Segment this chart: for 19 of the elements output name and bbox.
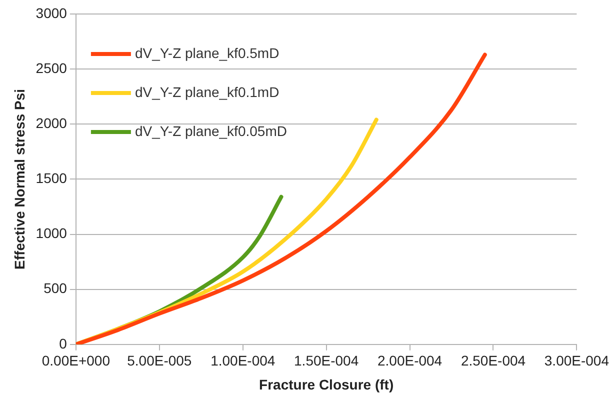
legend-label: dV_Y-Z plane_kf0.5mD <box>134 44 280 61</box>
x-tick-label: 0.00E+000 <box>42 352 110 369</box>
x-tick-label: 2.50E-004 <box>460 352 526 369</box>
x-axis-title: Fracture Closure (ft) <box>259 376 394 392</box>
x-tick-label: 5.00E-005 <box>127 352 192 369</box>
legend-label: dV_Y-Z plane_kf0.1mD <box>134 84 280 100</box>
y-axis-title: Effective Normal stress Psi <box>11 88 28 270</box>
y-tick-label: 500 <box>44 280 68 296</box>
y-tick-label: 2500 <box>36 60 68 76</box>
legend-label: dV_Y-Z plane_kf0.05mD <box>134 122 287 139</box>
x-tick-label: 2.00E-004 <box>377 352 442 369</box>
y-tick-label: 2000 <box>36 114 68 131</box>
y-tick-label: 0 <box>59 335 68 352</box>
y-tick-label: 3000 <box>36 4 68 21</box>
y-tick-label: 1500 <box>36 170 68 186</box>
x-tick-label: 1.50E-004 <box>294 352 359 369</box>
y-tick-label: 1000 <box>36 225 68 242</box>
x-tick-label: 1.00E-004 <box>210 352 276 369</box>
x-tick-label: 3.00E-004 <box>544 352 610 369</box>
